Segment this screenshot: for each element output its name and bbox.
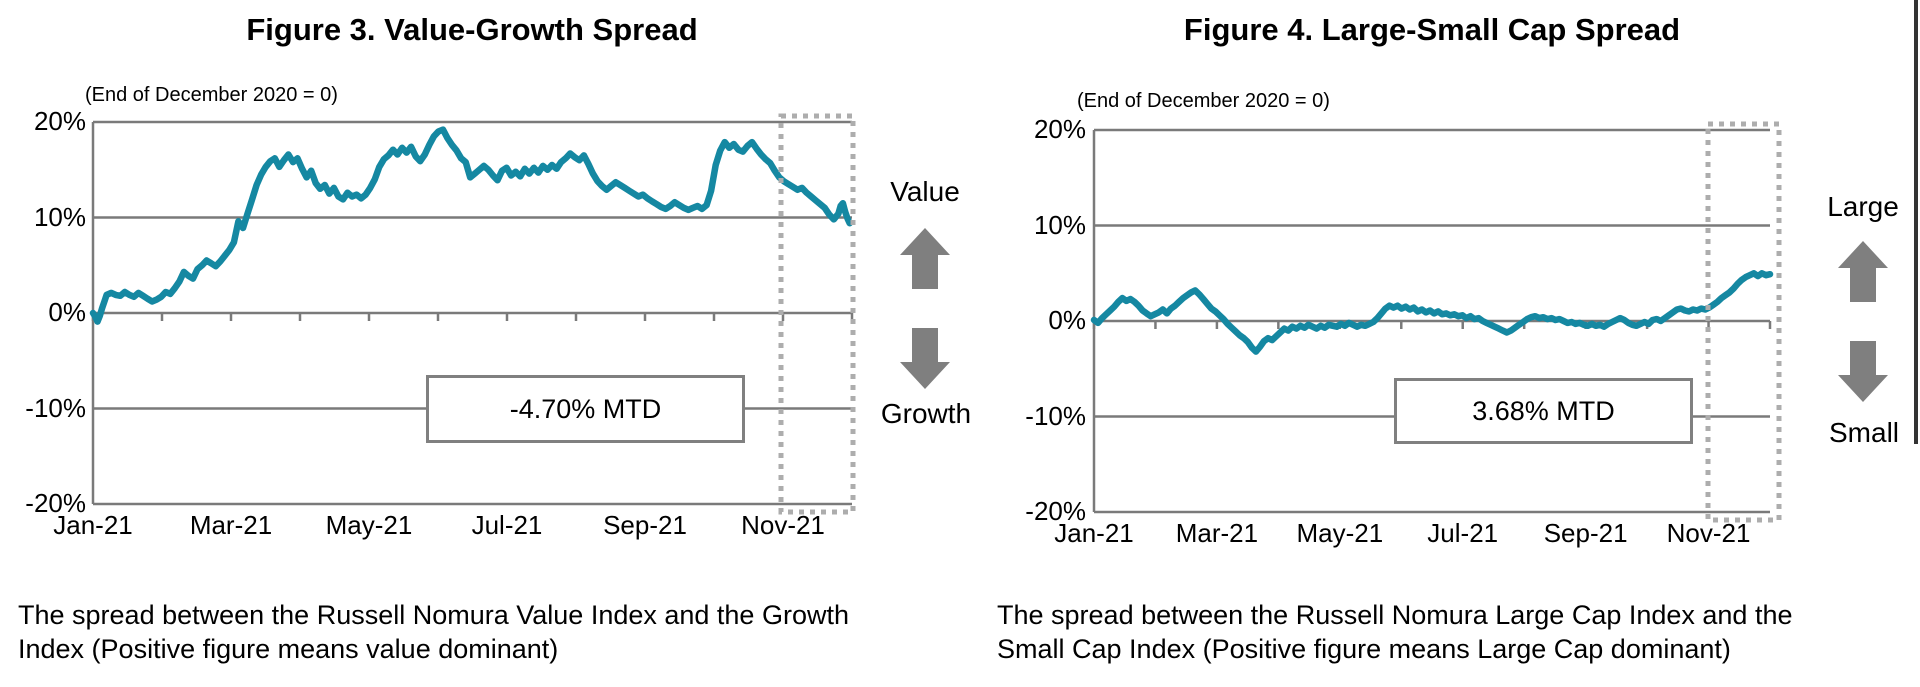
mtd-highlight-dotted-box bbox=[778, 113, 856, 515]
figure3-title: Figure 3. Value-Growth Spread bbox=[246, 12, 698, 47]
up-arrow-shaft bbox=[912, 255, 938, 289]
figure4-mtd-annotation-box: 3.68% MTD bbox=[1394, 378, 1693, 444]
figure3-lower-direction-label: Growth bbox=[880, 398, 972, 429]
page-edge-line bbox=[1914, 0, 1918, 444]
figure3-caption-line1: The spread between the Russell Nomura Va… bbox=[18, 600, 849, 630]
x-axis-label-Mar-21: Mar-21 bbox=[189, 510, 273, 540]
figure4-upper-direction-label: Large bbox=[1827, 191, 1899, 222]
x-axis-label-Sep-21: Sep-21 bbox=[1543, 518, 1628, 548]
spread-line-series bbox=[89, 126, 853, 325]
figure3-caption-line2: Index (Positive figure means value domin… bbox=[18, 634, 559, 664]
x-axis-label-Jan-21: Jan-21 bbox=[53, 510, 133, 540]
x-axis-label-Nov-21: Nov-21 bbox=[741, 510, 825, 540]
x-axis-label-Nov-21: Nov-21 bbox=[1666, 518, 1751, 548]
y-axis-label--20%: -20% bbox=[1025, 496, 1086, 526]
figure3-caption: The spread between the Russell Nomura Va… bbox=[18, 598, 948, 666]
y-axis-label--20%: -20% bbox=[25, 488, 86, 518]
down-arrow-head bbox=[900, 362, 950, 389]
x-axis-label-Jul-21: Jul-21 bbox=[1427, 518, 1499, 548]
up-arrow-shaft bbox=[1850, 268, 1876, 302]
x-axis-label-May-21: May-21 bbox=[325, 510, 413, 540]
y-axis-label-0%: 0% bbox=[1048, 305, 1086, 335]
y-axis-label--10%: -10% bbox=[25, 392, 86, 423]
x-axis-label-Jan-21: Jan-21 bbox=[1054, 518, 1134, 548]
figure4-title: Figure 4. Large-Small Cap Spread bbox=[1183, 12, 1681, 47]
figure4-caption: The spread between the Russell Nomura La… bbox=[997, 598, 1920, 666]
figure4-caption-line2: Small Cap Index (Positive figure means L… bbox=[997, 634, 1731, 664]
down-arrow-head bbox=[1838, 375, 1888, 402]
y-axis-label-10%: 10% bbox=[1033, 209, 1086, 240]
figure3-mtd-value: -4.70% MTD bbox=[509, 393, 662, 424]
figure4-subtitle: (End of December 2020 = 0) bbox=[1077, 90, 1330, 112]
up-arrow-icon bbox=[900, 228, 950, 289]
mtd-highlight-dotted-box bbox=[1705, 121, 1782, 523]
y-axis-label-10%: 10% bbox=[33, 201, 86, 232]
down-arrow-shaft bbox=[912, 328, 938, 362]
up-arrow-head bbox=[900, 228, 950, 255]
y-axis-label-0%: 0% bbox=[48, 297, 86, 327]
figure3-mtd-annotation-box: -4.70% MTD bbox=[426, 375, 745, 443]
figure4-caption-line1: The spread between the Russell Nomura La… bbox=[997, 600, 1793, 630]
y-axis-label--10%: -10% bbox=[1025, 400, 1086, 431]
up-arrow-icon bbox=[1838, 241, 1888, 302]
up-arrow-head bbox=[1838, 241, 1888, 268]
x-axis-label-May-21: May-21 bbox=[1296, 518, 1384, 548]
figure4-mtd-value: 3.68% MTD bbox=[1472, 395, 1615, 426]
x-axis-label-Mar-21: Mar-21 bbox=[1175, 518, 1259, 548]
down-arrow-shaft bbox=[1850, 341, 1876, 375]
x-axis-label-Jul-21: Jul-21 bbox=[471, 510, 543, 540]
figure4-lower-direction-label: Small bbox=[1828, 417, 1900, 448]
y-axis-label-20%: 20% bbox=[33, 106, 86, 136]
down-arrow-icon bbox=[1838, 341, 1888, 402]
spread-line-series bbox=[1090, 270, 1774, 355]
down-arrow-icon bbox=[900, 328, 950, 389]
x-axis-label-Sep-21: Sep-21 bbox=[603, 510, 687, 540]
y-axis-label-20%: 20% bbox=[1033, 114, 1086, 144]
figure3-subtitle: (End of December 2020 = 0) bbox=[85, 84, 338, 106]
figure3-upper-direction-label: Value bbox=[890, 176, 960, 207]
